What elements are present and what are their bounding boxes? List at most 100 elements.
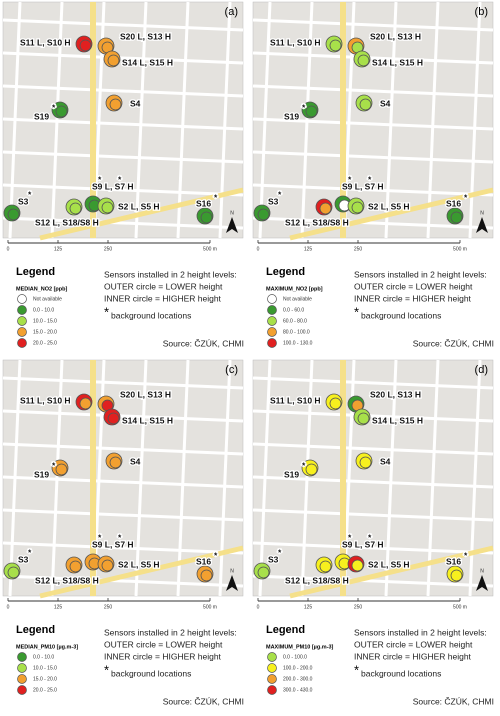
street [134,359,148,597]
legend-title: MEDIAN_PM10 [µg.m-3] [16,644,78,650]
sensor-inner [357,54,370,67]
legend-heading: Legend [266,624,305,636]
legend-label: Not available [283,296,312,302]
panel-label: (d) [475,364,488,376]
scale-label: 250 [354,604,363,610]
site-label: S12 L, S18/S8 H [35,217,99,227]
scale-label: 250 [104,246,113,252]
legend-swatch [17,663,27,673]
site-label: S19 [34,111,49,121]
north-arrow [226,217,238,233]
note: background locations [111,668,191,678]
site-label: S19 [34,469,49,479]
sensor-inner [351,201,364,214]
street [2,376,244,390]
background-marker: * [464,192,468,202]
note: OUTER circle = LOWER height [354,281,473,291]
background-marker: * [278,189,282,199]
legend-label: 0.0 - 10.0 [33,307,54,313]
sensor-inner [55,105,68,118]
note: OUTER circle = LOWER height [104,281,223,291]
note: INNER circle = HIGHER height [104,293,222,303]
street [384,359,398,597]
note: Sensors installed in 2 height levels: [354,627,487,637]
street [2,117,244,131]
legend-title: MEDIAN_NO2 [ppb] [16,286,68,292]
panel: (d) S11 L, S10 H S20 L, S13 H S14 L, S15 H S… [252,359,494,706]
note: background locations [361,310,441,320]
site-label: S11 L, S10 H [270,395,321,405]
note: OUTER circle = LOWER height [354,639,473,649]
sensor-inner [359,98,372,111]
site-label: S4 [380,456,391,466]
north-label: N [230,568,234,574]
legend-swatch [267,327,277,337]
sensor-inner [7,208,20,221]
site-label: S16 [446,556,461,566]
background-marker: * [368,174,372,184]
legend-swatch [17,294,27,304]
legend-swatch [17,674,27,684]
legend-swatch [267,294,277,304]
street [252,216,494,230]
street [252,541,494,555]
site-label: S2 L, S5 H [118,201,160,211]
north-arrow [226,575,238,591]
legend-label: 15.0 - 20.0 [33,329,57,335]
note: background locations [361,668,441,678]
street [252,84,494,98]
site-label: S11 L, S10 H [270,37,321,47]
site-label: S4 [130,456,141,466]
street [8,359,22,597]
street [426,1,440,239]
street [252,409,494,423]
street [258,359,272,597]
north-label: N [480,210,484,216]
background-marker: * [302,460,306,470]
legend-swatch [267,674,277,684]
street [218,1,232,239]
note: INNER circle = HIGHER height [104,651,222,661]
street [258,1,272,239]
site-label: S20 L, S13 H [120,389,171,399]
main-road [289,187,494,241]
legend-title: MAXIMUM_NO2 [ppb] [266,286,323,292]
street [2,216,244,230]
sensor-inner [257,208,270,221]
legend-label: 80.0 - 100.0 [283,329,310,335]
note: Sensors installed in 2 height levels: [354,269,487,279]
street [134,1,148,239]
sensor-inner [351,559,364,572]
site-label: S20 L, S13 H [370,389,421,399]
legend-swatch [267,685,277,695]
sensor-inner [305,463,318,476]
street [252,574,494,588]
scale-label: 500 m [203,604,217,610]
panel-label: (c) [225,364,238,376]
street [218,359,232,597]
note-marker: * [354,304,359,319]
background-marker: * [52,102,56,112]
sensor-inner [69,202,82,215]
site-label: S19 [284,111,299,121]
legend-swatch [17,685,27,695]
sensor-inner [329,39,342,52]
legend-heading: Legend [266,266,305,278]
site-label: S14 L, S15 H [122,57,173,67]
panel: (a) S11 L, S10 H S20 L, S13 H S14 L, S15 H S… [2,1,244,348]
legend-label: 0.0 - 60.0 [283,307,304,313]
panel-label: (b) [475,6,488,18]
street [8,1,22,239]
source: Source: ČZÚK, CHMI [413,696,494,706]
sensor-inner [200,569,213,582]
site-label: S2 L, S5 H [368,559,410,569]
panel-label: (a) [225,6,238,18]
legend-label: 20.0 - 25.0 [33,340,57,346]
street [252,376,494,390]
note: INNER circle = HIGHER height [354,293,472,303]
sensor-inner [109,456,122,469]
main-road [39,545,244,599]
scale-label: 500 m [453,246,467,252]
background-marker: * [28,547,32,557]
site-label: S16 [196,556,211,566]
